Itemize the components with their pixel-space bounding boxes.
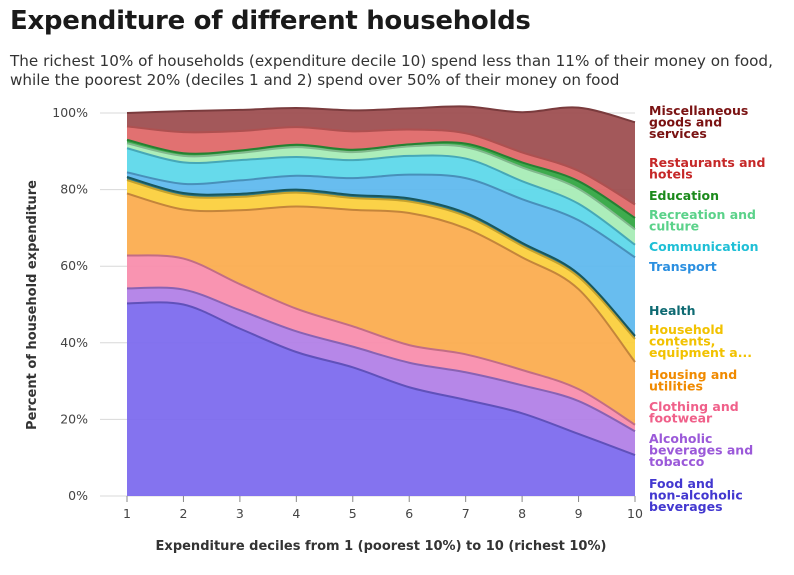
legend-item: Education — [649, 188, 719, 203]
legend-item: Restaurants and hotels — [649, 155, 765, 182]
line-health — [126, 175, 636, 337]
line-miscellaneous-goods-and-services — [126, 105, 636, 124]
line-education — [126, 138, 636, 219]
y-tick-label: 0% — [68, 488, 88, 503]
area-household-contents-equipment-a — [127, 180, 635, 362]
x-tick-label: 6 — [405, 506, 413, 521]
chart-title: Expenditure of different households — [10, 6, 531, 36]
y-tick-label: 20% — [60, 411, 88, 426]
line-restaurants-and-hotels — [126, 125, 636, 206]
area-restaurants-and-hotels — [127, 126, 635, 218]
y-axis-title: Percent of household expenditure — [25, 180, 40, 430]
area-housing-and-utilities — [127, 193, 635, 425]
legend-item: Health — [649, 303, 696, 318]
x-axis-ticks: 1 2 3 4 5 6 7 8 9 10 — [123, 496, 643, 521]
legend-item: Transport — [649, 259, 717, 274]
line-housing-and-utilities — [126, 192, 636, 363]
line-alcoholic-beverages-and-tobacco — [126, 286, 636, 433]
area-food-and-non-alcoholic-beverages — [127, 302, 635, 496]
legend-item: Household contents, equipment a... — [649, 322, 752, 360]
legend-item: Alcoholic beverages and tobacco — [649, 431, 753, 469]
x-tick-label: 1 — [123, 506, 131, 521]
x-tick-label: 4 — [292, 506, 300, 521]
area-miscellaneous-goods-and-services — [127, 106, 635, 205]
x-tick-label: 9 — [575, 506, 583, 521]
x-tick-label: 8 — [518, 506, 526, 521]
legend: Miscellaneous goods and services Restaurant… — [649, 103, 765, 514]
y-axis-ticks: 0% 20% 40% 60% 80% 100% — [52, 105, 88, 503]
legend-item: Food and non-alcoholic beverages — [649, 476, 743, 514]
line-household-contents-equipment-a — [126, 179, 636, 340]
line-clothing-and-footwear — [126, 254, 636, 426]
x-tick-label: 2 — [179, 506, 187, 521]
x-tick-label: 7 — [462, 506, 470, 521]
series-lines — [126, 105, 636, 456]
legend-item: Miscellaneous goods and services — [649, 103, 748, 141]
y-tick-label: 80% — [60, 182, 88, 197]
line-transport — [126, 171, 636, 259]
area-recreation-and-culture — [127, 143, 635, 245]
area-transport — [127, 172, 635, 336]
area-health — [127, 176, 635, 339]
x-axis-title: Expenditure deciles from 1 (poorest 10%)… — [156, 539, 607, 554]
area-clothing-and-footwear — [127, 255, 635, 432]
legend-item: Communication — [649, 239, 759, 254]
legend-item: Housing and utilities — [649, 367, 737, 394]
x-tick-label: 5 — [349, 506, 357, 521]
line-communication — [126, 147, 636, 246]
y-tick-label: 100% — [52, 105, 88, 120]
y-tick-label: 60% — [60, 258, 88, 273]
chart-subtitle: The richest 10% of households (expenditu… — [10, 52, 773, 89]
x-tick-label: 10 — [627, 506, 643, 521]
area-series — [127, 106, 635, 496]
legend-item: Recreation and culture — [649, 207, 756, 234]
line-recreation-and-culture — [126, 142, 636, 231]
area-alcoholic-beverages-and-tobacco — [127, 287, 635, 456]
y-tick-label: 40% — [60, 335, 88, 350]
legend-item: Clothing and footwear — [649, 399, 739, 426]
x-tick-label: 3 — [236, 506, 244, 521]
line-food-and-non-alcoholic-beverages — [126, 301, 636, 456]
